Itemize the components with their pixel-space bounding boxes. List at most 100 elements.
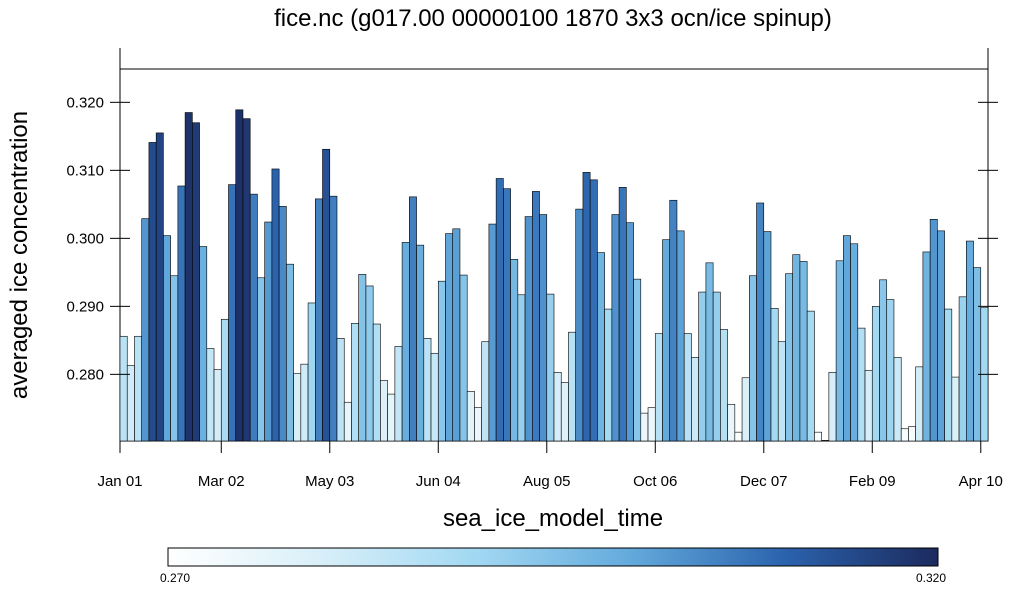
bar (814, 431, 822, 442)
x-tick-label: Oct 06 (633, 473, 677, 490)
bar (857, 327, 866, 442)
bar (213, 369, 222, 442)
bar (242, 118, 251, 442)
bar (343, 401, 352, 442)
bar (871, 306, 880, 442)
x-tick-label: Jun 04 (416, 473, 461, 490)
bar (691, 357, 699, 442)
bar (770, 308, 779, 442)
bar (843, 235, 851, 442)
bar (879, 279, 888, 442)
bar (951, 376, 960, 442)
bar (683, 333, 692, 442)
bar (336, 338, 345, 442)
bar (785, 273, 793, 442)
bar (799, 261, 808, 442)
bar (184, 112, 193, 442)
bar (531, 191, 540, 442)
bar (900, 428, 909, 442)
bar (119, 335, 128, 442)
x-tick-label: Feb 09 (849, 473, 896, 490)
bar (459, 274, 468, 442)
bar (351, 323, 360, 442)
bar (893, 357, 902, 442)
bar (155, 132, 164, 442)
bar (568, 331, 576, 442)
bar (524, 216, 533, 442)
bar (792, 254, 801, 442)
bar (618, 187, 627, 442)
bar (850, 243, 859, 442)
bar (626, 222, 634, 442)
bar (286, 263, 294, 442)
bar (517, 294, 526, 442)
bar (314, 198, 323, 442)
bar (720, 329, 728, 442)
bar (430, 352, 439, 442)
bar (748, 275, 757, 442)
bar (611, 214, 620, 442)
bar (669, 199, 678, 442)
bar (597, 252, 605, 442)
bar (220, 318, 229, 442)
bar (546, 293, 555, 442)
bar (170, 275, 179, 442)
bar (271, 168, 280, 442)
bar (141, 218, 150, 442)
y-tick-label: 0.310 (66, 162, 104, 179)
bar (944, 308, 953, 442)
bar (937, 230, 945, 442)
x-tick-label: Aug 05 (523, 473, 571, 490)
bar (821, 440, 830, 442)
bar (712, 291, 721, 442)
bar (401, 242, 410, 442)
y-tick-label: 0.320 (66, 94, 104, 111)
bar (257, 277, 265, 442)
bar (727, 403, 736, 442)
bar (177, 185, 186, 442)
bar (756, 202, 765, 442)
bar (278, 206, 287, 442)
x-axis-label: sea_ice_model_time (443, 505, 663, 532)
colorbar-max-label: 0.320 (916, 571, 946, 585)
bar (322, 148, 331, 442)
bar (582, 172, 591, 442)
bar (604, 308, 613, 442)
bar (560, 382, 569, 442)
y-tick-label: 0.300 (66, 230, 104, 247)
x-tick-label: Apr 10 (959, 473, 1003, 490)
bar (445, 233, 454, 442)
bar (228, 184, 237, 442)
bar (741, 377, 750, 442)
bar (864, 369, 873, 442)
bar (365, 285, 374, 442)
bar (633, 278, 642, 442)
bar (264, 221, 273, 442)
bar (705, 262, 714, 442)
colorbar-min-label: 0.270 (160, 571, 190, 585)
bar (929, 219, 938, 442)
bar (206, 348, 215, 442)
x-tick-label: May 03 (305, 473, 354, 490)
bar (510, 259, 519, 442)
bar (654, 333, 663, 442)
y-tick-label: 0.280 (66, 366, 104, 383)
bar (394, 346, 403, 442)
bar (835, 260, 844, 442)
x-axis-ticks: Jan 01 Mar 02 May 03 Jun 04 Aug 05 Oct 06 Dec … (97, 441, 1003, 490)
bar (886, 299, 895, 442)
bar (329, 195, 338, 442)
bar (647, 407, 656, 442)
bar (488, 223, 497, 442)
y-axis-label: averaged ice concentration (6, 111, 33, 399)
bar (806, 310, 815, 442)
bar (148, 142, 157, 442)
bar (416, 244, 425, 442)
bar (163, 235, 171, 442)
bar (922, 251, 931, 442)
bar (372, 323, 381, 442)
bar (452, 228, 461, 442)
bar (640, 412, 649, 442)
bar (409, 196, 417, 442)
